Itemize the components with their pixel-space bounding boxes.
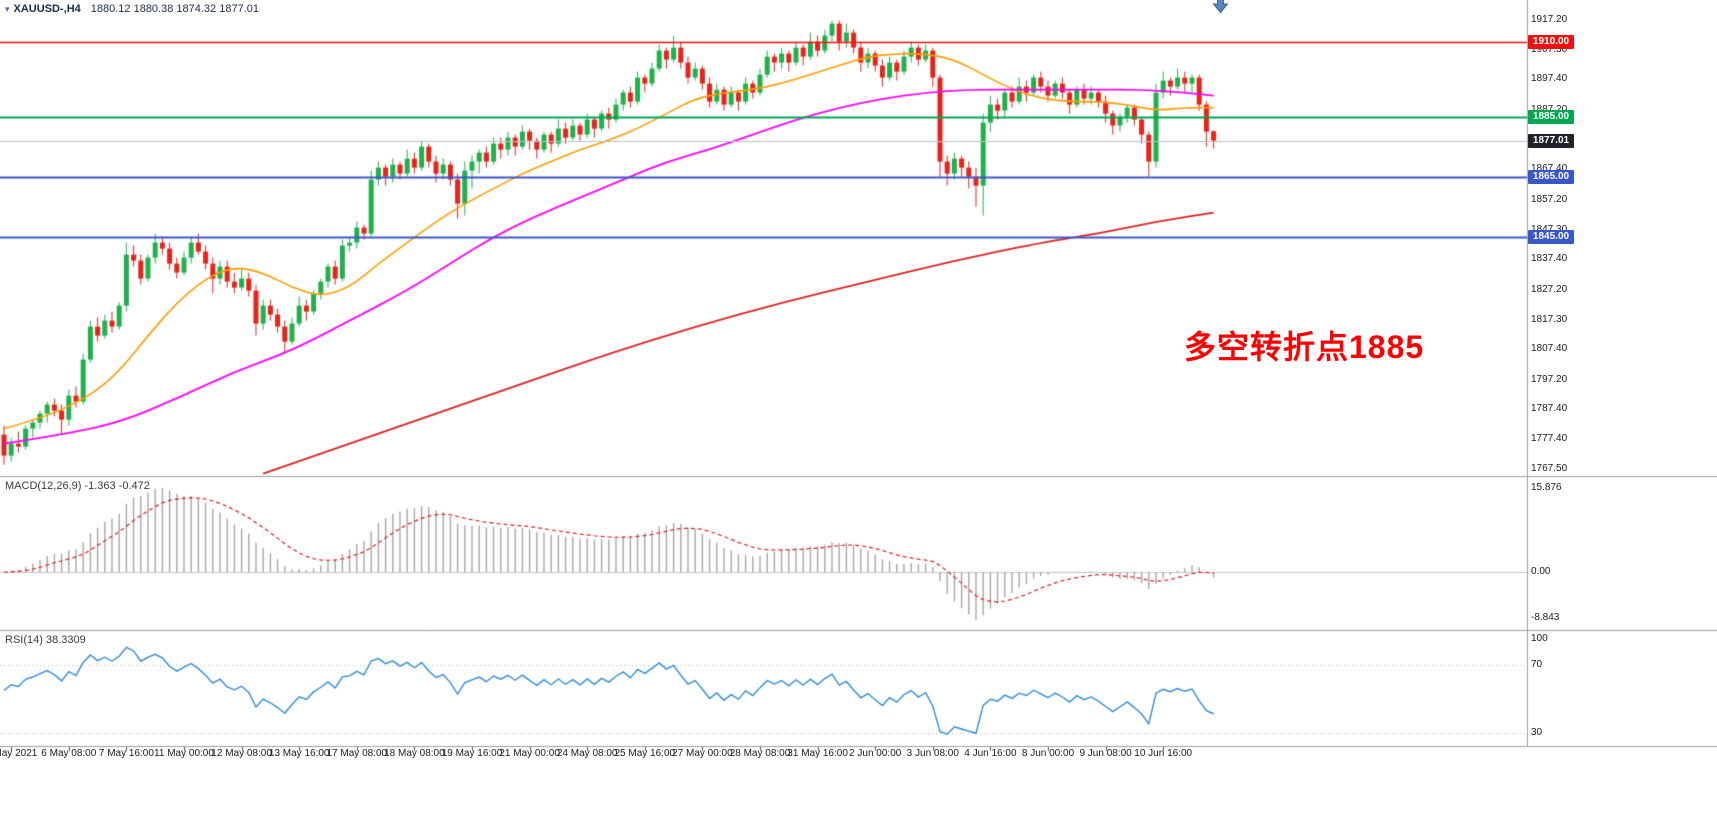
chart-window: ▾ XAUUSD-,H4 1880.12 1880.38 1874.32 1877.… (0, 0, 1717, 838)
chart-canvas[interactable] (0, 0, 1717, 838)
